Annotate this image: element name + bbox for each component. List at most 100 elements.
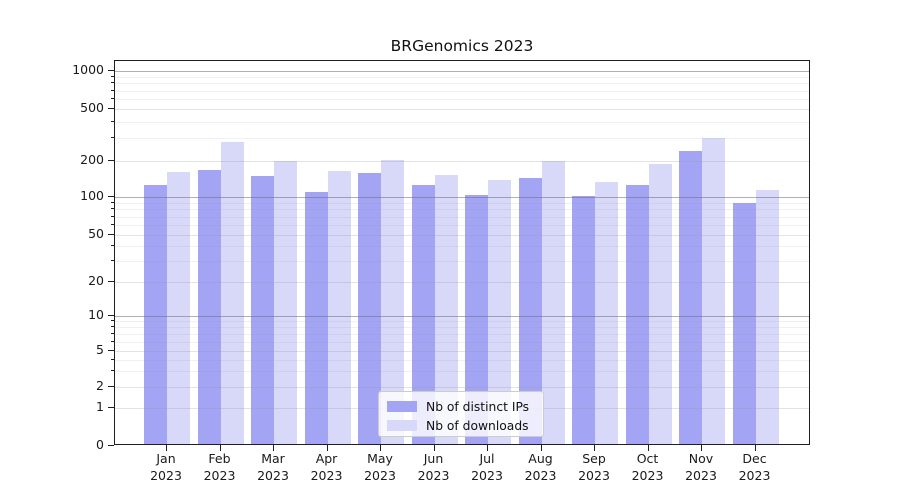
x-tick-apr: [326, 445, 328, 451]
bar-distinct-ips-jan: [144, 184, 167, 444]
plot-area: [114, 60, 810, 445]
x-tick-jun: [433, 445, 435, 451]
gridline-2: [115, 387, 809, 388]
x-tick-feb: [219, 445, 221, 451]
bar-distinct-ips-jul: [465, 195, 488, 444]
gridline-minor-6: [115, 341, 809, 343]
x-tick-dec: [754, 445, 756, 451]
y-tick-500: [108, 108, 114, 109]
y-minor-tick-7: [110, 333, 114, 334]
gridline-200: [115, 161, 809, 162]
gridline-500: [115, 109, 809, 110]
legend-entry-downloads: Nb of downloads: [387, 417, 543, 434]
gridline-minor-800: [115, 83, 809, 85]
gridline-minor-70: [115, 216, 809, 218]
x-tick-jul: [487, 445, 488, 451]
x-tick-label-dec: Dec 2023: [738, 451, 771, 483]
x-tick-label-jun: Jun 2023: [417, 451, 450, 483]
bar-downloads-dec: [755, 190, 779, 444]
gridline-minor-30: [115, 261, 809, 263]
x-tick-label-aug: Aug 2023: [524, 451, 557, 483]
y-tick-1000: [108, 70, 114, 71]
legend-swatch-distinct-ips: [387, 401, 417, 412]
y-minor-tick-400: [110, 120, 114, 122]
bar-distinct-ips-dec: [732, 202, 756, 444]
y-tick-2: [108, 386, 114, 387]
gridline-minor-7: [115, 334, 809, 335]
gridline-minor-3: [115, 371, 809, 373]
x-tick-oct: [647, 445, 649, 451]
y-tick-200: [108, 160, 114, 161]
legend-entry-distinct-ips: Nb of distinct IPs: [387, 398, 543, 415]
gridline-minor-60: [115, 225, 809, 226]
legend-swatch-downloads: [387, 420, 417, 431]
y-tick-label-20: 20: [88, 273, 104, 288]
y-tick-label-50: 50: [88, 226, 104, 241]
y-minor-tick-80: [110, 208, 114, 210]
legend-label-distinct-ips: Nb of distinct IPs: [426, 399, 530, 414]
y-minor-tick-600: [110, 98, 114, 99]
x-tick-label-sep: Sep 2023: [578, 451, 610, 483]
gridline-minor-9: [115, 321, 809, 323]
legend-label-downloads: Nb of downloads: [426, 418, 529, 433]
bar-downloads-mar: [274, 160, 297, 444]
bar-distinct-ips-apr: [304, 191, 328, 444]
x-tick-jan: [166, 445, 167, 451]
gridline-1000: [115, 71, 809, 72]
x-tick-label-jan: Jan 2023: [150, 451, 182, 483]
x-tick-nov: [701, 445, 702, 451]
x-tick-label-feb: Feb 2023: [203, 451, 236, 483]
bar-distinct-ips-jun: [411, 185, 435, 444]
bar-downloads-jun: [434, 174, 458, 444]
y-tick-20: [108, 281, 114, 282]
y-minor-tick-90: [110, 201, 114, 203]
bar-downloads-oct: [648, 164, 672, 444]
y-minor-tick-900: [110, 75, 114, 77]
gridline-20: [115, 282, 809, 283]
bar-downloads-feb: [220, 141, 244, 444]
y-tick-label-1: 1: [96, 399, 104, 414]
x-tick-label-mar: Mar 2023: [257, 451, 289, 483]
bar-downloads-sep: [595, 181, 618, 444]
bar-distinct-ips-aug: [518, 178, 542, 444]
gridline-minor-300: [115, 137, 809, 139]
x-tick-mar: [273, 445, 274, 451]
bar-downloads-jul: [488, 180, 511, 444]
bar-downloads-may: [381, 159, 404, 444]
gridline-10: [115, 316, 809, 317]
bar-distinct-ips-may: [358, 173, 381, 444]
x-tick-label-apr: Apr 2023: [310, 451, 343, 483]
y-tick-label-2: 2: [96, 378, 104, 393]
bar-downloads-nov: [702, 137, 725, 444]
y-minor-tick-30: [110, 260, 114, 262]
y-minor-tick-70: [110, 215, 114, 217]
y-tick-50: [108, 234, 114, 235]
gridline-minor-40: [115, 246, 809, 248]
y-tick-100: [108, 196, 114, 197]
y-minor-tick-6: [110, 340, 114, 342]
x-tick-sep: [594, 445, 595, 451]
y-minor-tick-3: [110, 370, 114, 372]
bar-distinct-ips-mar: [251, 176, 274, 444]
bar-distinct-ips-sep: [572, 195, 595, 444]
bar-downloads-aug: [541, 161, 565, 444]
bar-downloads-jan: [167, 171, 190, 444]
y-tick-label-1000: 1000: [72, 62, 104, 77]
y-tick-1: [108, 407, 114, 408]
y-tick-label-500: 500: [80, 100, 104, 115]
y-tick-label-200: 200: [80, 152, 104, 167]
x-tick-may: [380, 445, 381, 451]
chart-title: BRGenomics 2023: [390, 37, 534, 55]
y-tick-5: [108, 350, 114, 351]
y-minor-tick-8: [110, 326, 114, 328]
y-tick-label-100: 100: [80, 188, 104, 203]
gridline-100: [115, 197, 809, 198]
y-minor-tick-800: [110, 82, 114, 84]
x-tick-label-oct: Oct 2023: [631, 451, 664, 483]
bar-distinct-ips-oct: [625, 184, 649, 444]
y-minor-tick-300: [110, 136, 114, 138]
gridline-minor-80: [115, 209, 809, 211]
x-tick-aug: [540, 445, 542, 451]
gridline-minor-700: [115, 90, 809, 92]
